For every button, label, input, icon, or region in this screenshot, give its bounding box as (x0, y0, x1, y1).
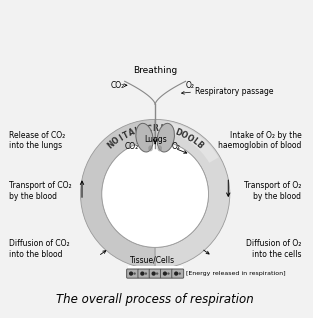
Text: O: O (184, 133, 194, 144)
FancyBboxPatch shape (127, 269, 139, 278)
Text: D: D (174, 128, 183, 138)
Circle shape (133, 272, 136, 275)
Text: Diffusion of O₂
into the cells: Diffusion of O₂ into the cells (246, 239, 301, 259)
Text: C: C (146, 124, 152, 134)
Text: Intake of O₂ by the
haemoglobin of blood: Intake of O₂ by the haemoglobin of blood (218, 131, 301, 150)
FancyBboxPatch shape (138, 269, 150, 278)
Text: CO₂: CO₂ (110, 81, 125, 90)
Text: Transport of O₂
by the blood: Transport of O₂ by the blood (244, 181, 301, 201)
Ellipse shape (157, 145, 162, 151)
Text: I: I (117, 134, 125, 143)
Text: Respiratory passage: Respiratory passage (195, 87, 273, 96)
Wedge shape (166, 122, 218, 163)
FancyBboxPatch shape (149, 269, 161, 278)
Text: O₂: O₂ (186, 81, 195, 90)
Text: Transport of CO₂
by the blood: Transport of CO₂ by the blood (9, 181, 71, 201)
Text: L: L (190, 136, 199, 147)
Text: L: L (134, 126, 141, 136)
FancyBboxPatch shape (128, 266, 182, 275)
Text: C: C (163, 125, 171, 135)
Circle shape (151, 272, 156, 276)
Circle shape (145, 272, 147, 275)
Text: Tissue/Cells: Tissue/Cells (130, 255, 175, 264)
Ellipse shape (148, 145, 153, 151)
Wedge shape (155, 119, 230, 269)
Text: T: T (122, 130, 131, 141)
Ellipse shape (157, 123, 174, 152)
Text: [Energy released in respiration]: [Energy released in respiration] (186, 271, 285, 276)
Circle shape (140, 272, 145, 276)
Circle shape (174, 272, 178, 276)
Text: Lungs: Lungs (144, 135, 167, 144)
Circle shape (178, 272, 181, 275)
Circle shape (102, 141, 208, 247)
Text: R: R (152, 124, 158, 133)
FancyBboxPatch shape (161, 269, 172, 278)
Text: Breathing: Breathing (133, 66, 177, 75)
Text: I: I (159, 124, 163, 134)
Text: Diffusion of CO₂
into the blood: Diffusion of CO₂ into the blood (9, 239, 69, 259)
Ellipse shape (136, 123, 153, 152)
Circle shape (129, 272, 133, 276)
Text: A: A (127, 128, 136, 138)
Text: N: N (106, 140, 117, 151)
Wedge shape (80, 119, 155, 269)
Text: O₂: O₂ (172, 142, 181, 151)
Circle shape (167, 272, 170, 275)
Text: O: O (179, 130, 189, 141)
Text: O: O (110, 136, 121, 147)
Text: U: U (139, 125, 147, 135)
Text: B: B (194, 140, 204, 151)
Circle shape (156, 272, 158, 275)
FancyBboxPatch shape (172, 269, 184, 278)
Text: CO₂: CO₂ (124, 142, 138, 151)
Text: The overall process of respiration: The overall process of respiration (56, 293, 254, 306)
Circle shape (163, 272, 167, 276)
Text: Release of CO₂
into the lungs: Release of CO₂ into the lungs (9, 131, 65, 150)
